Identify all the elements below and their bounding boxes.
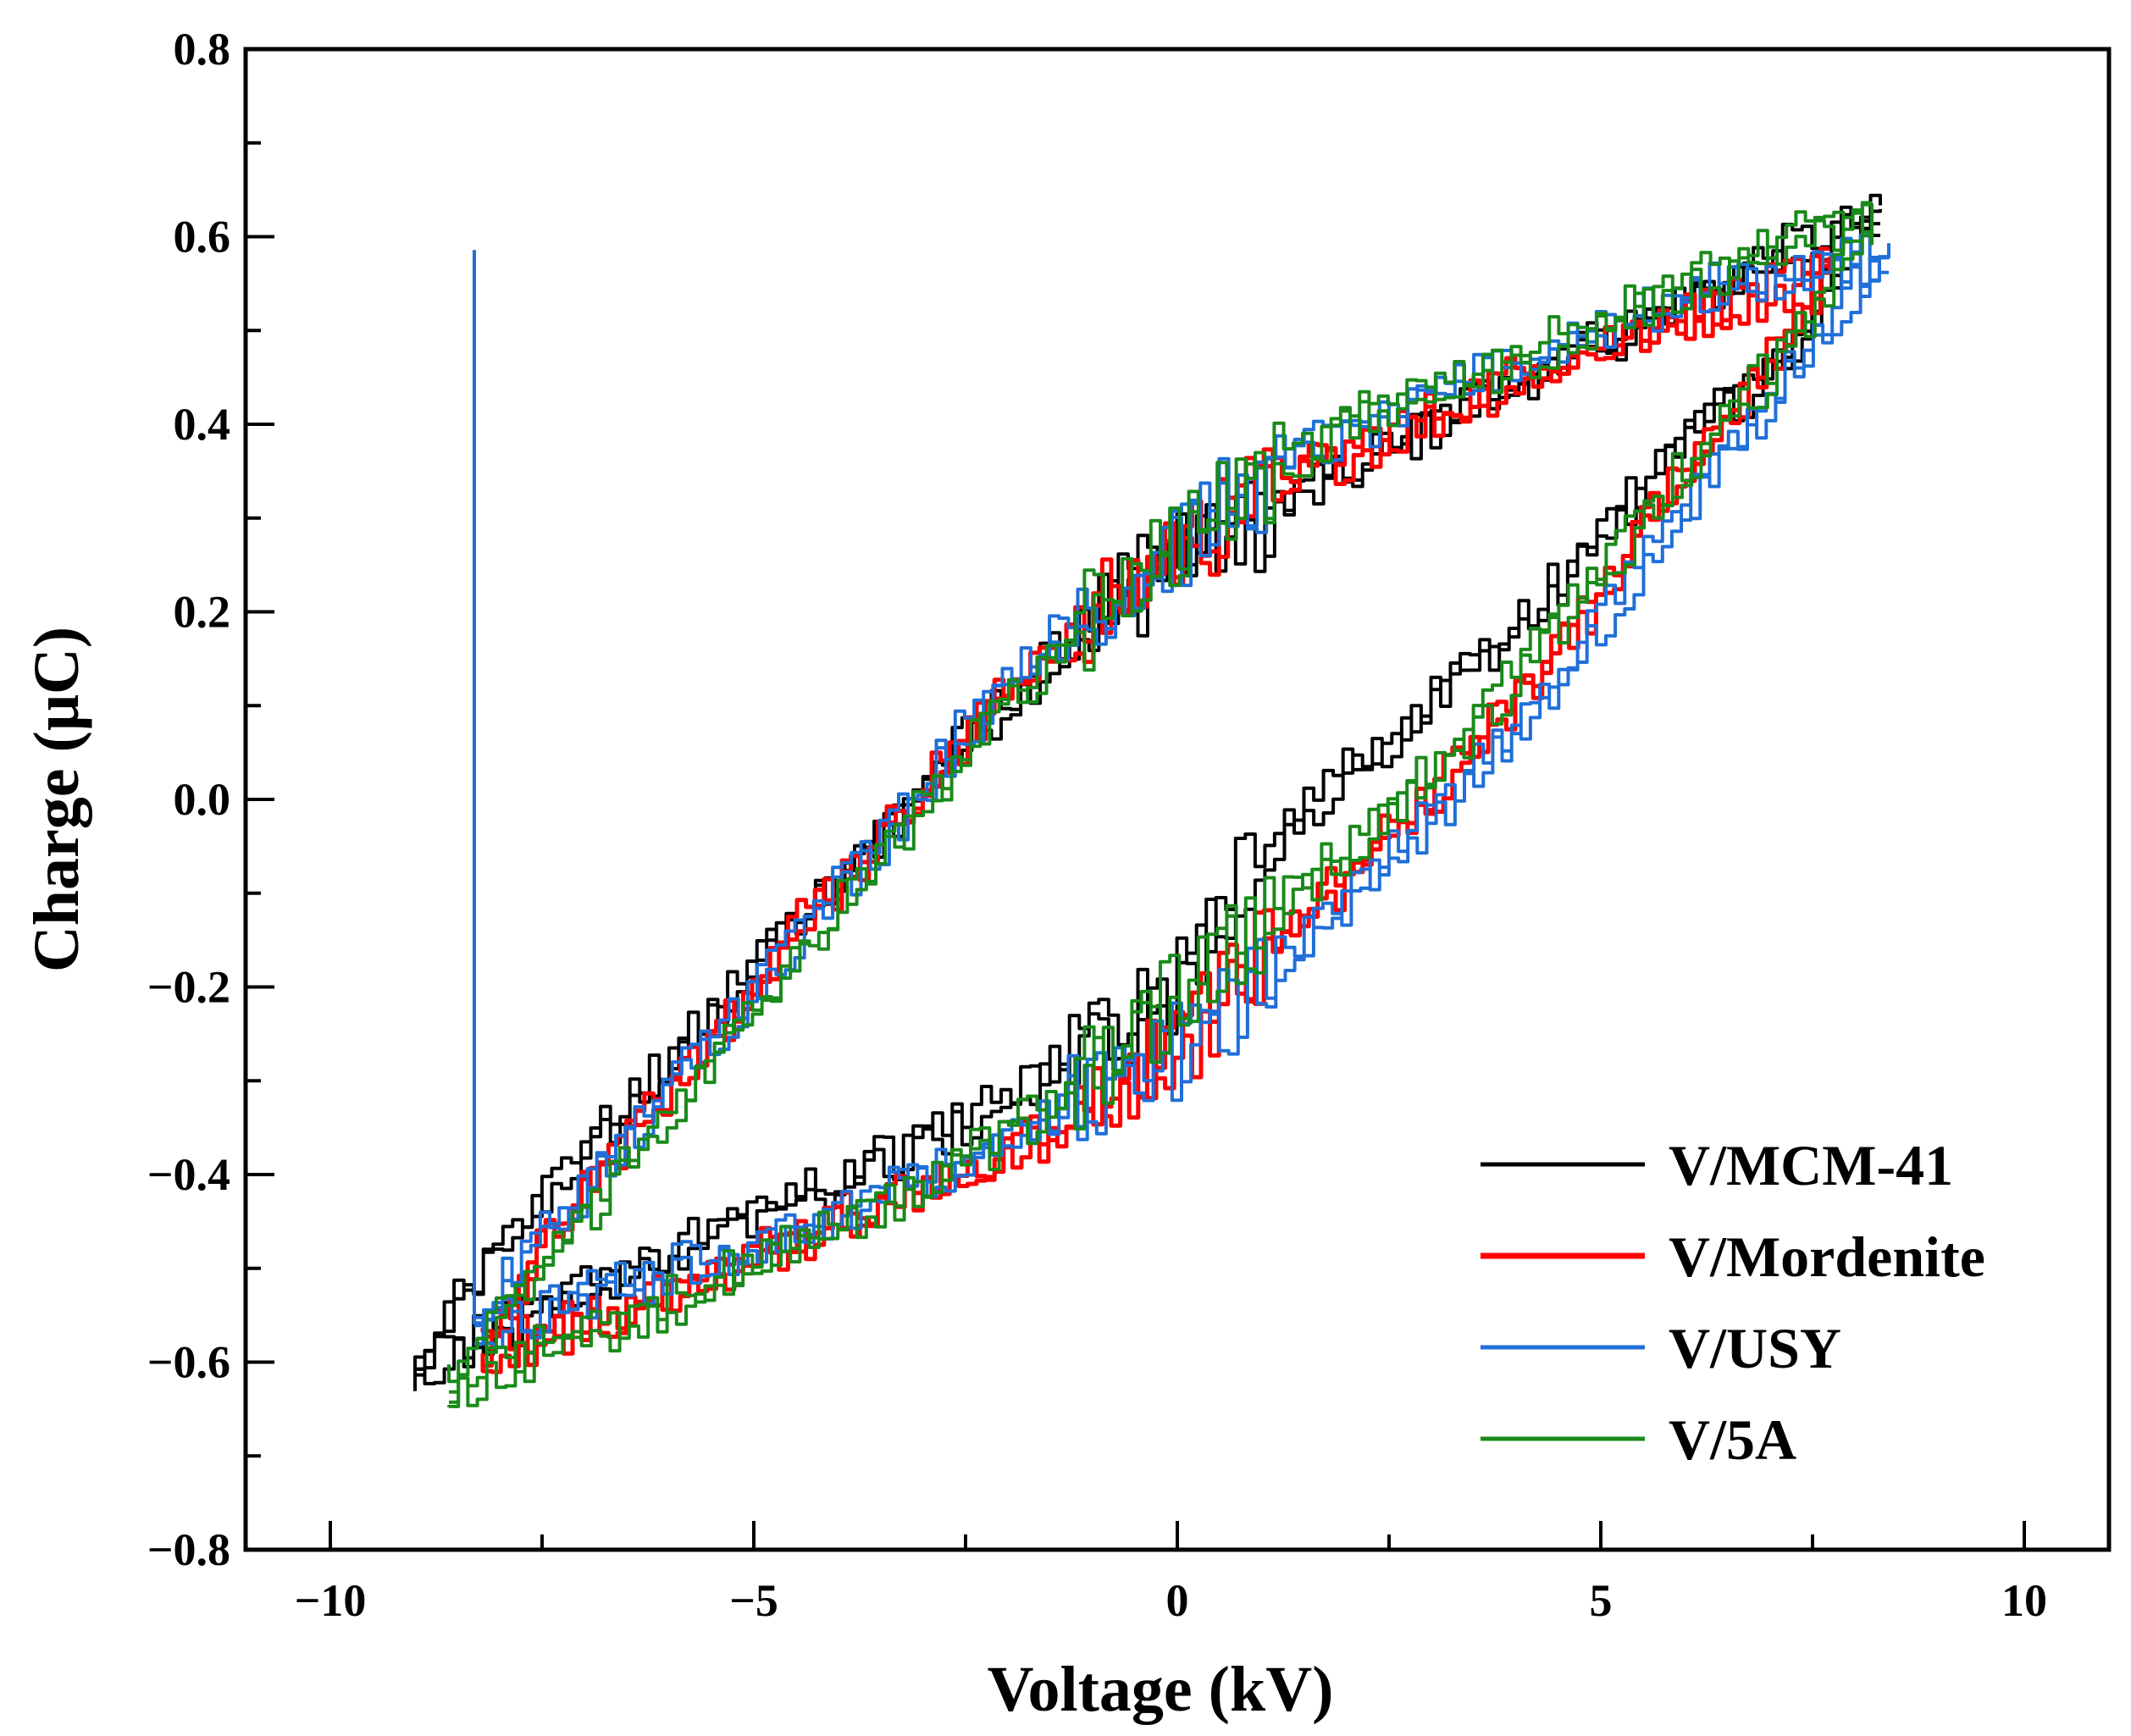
x-tick-label: 5 (1590, 1575, 1613, 1626)
series-line-lower (447, 201, 1872, 1408)
y-tick-label: −0.8 (147, 1524, 230, 1575)
y-tick-label: 0.8 (174, 24, 231, 75)
series-line-lower (480, 246, 1829, 1374)
series-line-upper (449, 202, 1874, 1404)
series-layer (413, 193, 1890, 1408)
y-tick-label: −0.4 (147, 1149, 230, 1200)
legend-label: V/MCM-41 (1669, 1133, 1953, 1197)
legend: V/MCM-41 V/Mordenite V/USY V/5A (1481, 1133, 1985, 1472)
series-line-upper (415, 193, 1882, 1377)
series-line-lower (473, 250, 1889, 1350)
y-axis-title: Charge (μC) (21, 627, 92, 972)
y-tick-label: 0.2 (174, 587, 231, 638)
x-tick-label: 10 (2001, 1575, 2047, 1626)
y-axis-ticks: −0.8 −0.6 −0.4 −0.2 0.0 0.2 0.4 0.6 0.8 (147, 24, 274, 1575)
series-v-5a (447, 201, 1874, 1408)
y-tick-label: −0.6 (147, 1337, 230, 1388)
series-line-upper (483, 254, 1832, 1368)
legend-label: V/5A (1669, 1407, 1796, 1472)
y-tick-label: −0.2 (147, 962, 230, 1013)
x-axis-title: Voltage (kV) (988, 1654, 1334, 1725)
y-tick-label: 0.6 (174, 212, 231, 263)
series-line-lower (413, 215, 1880, 1391)
series-v-mordenite (480, 246, 1832, 1374)
x-tick-label: −10 (295, 1575, 367, 1626)
x-tick-label: −5 (729, 1575, 778, 1626)
x-axis-ticks: −10 −5 0 5 10 (295, 1521, 2047, 1626)
y-tick-label: 0.0 (174, 774, 231, 825)
x-tick-label: 0 (1166, 1575, 1189, 1626)
series-v-mcm-41 (413, 193, 1882, 1391)
y-tick-label: 0.4 (174, 399, 231, 450)
legend-label: V/USY (1669, 1316, 1841, 1380)
legend-label: V/Mordenite (1669, 1225, 1985, 1289)
